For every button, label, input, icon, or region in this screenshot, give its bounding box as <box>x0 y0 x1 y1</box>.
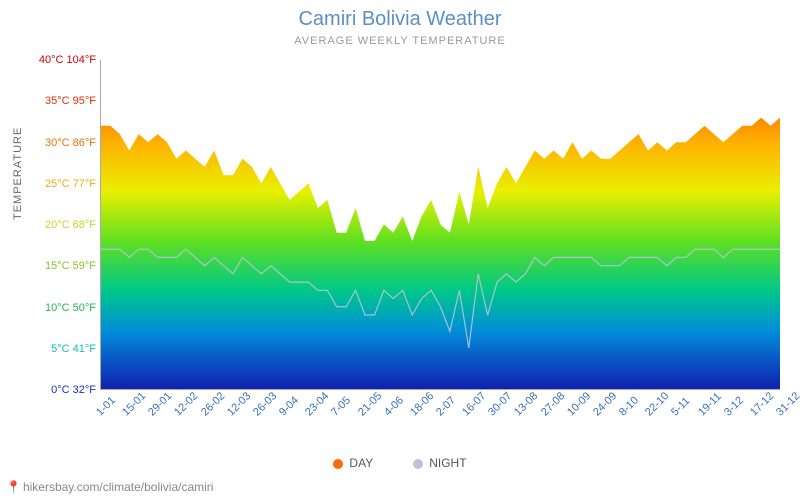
y-tick-label: 15°C 59°F <box>0 260 96 272</box>
x-tick-label: 26-02 <box>199 390 227 418</box>
legend-item: DAY <box>333 456 373 470</box>
x-tick-label: 4-06 <box>382 394 406 418</box>
x-tick-label: 19-11 <box>696 391 724 419</box>
x-tick-label: 26-03 <box>251 390 279 418</box>
chart-plot-area <box>100 60 780 390</box>
page-title: Camiri Bolivia Weather <box>0 0 800 31</box>
legend-label: DAY <box>349 456 373 470</box>
y-tick-label: 25°C 77°F <box>0 178 96 190</box>
x-tick-label: 22-10 <box>643 390 671 418</box>
y-tick-label: 5°C 41°F <box>0 343 96 355</box>
x-tick-label: 5-11 <box>669 395 692 418</box>
x-tick-label: 30-07 <box>486 390 514 418</box>
x-tick-label: 24-09 <box>591 390 619 418</box>
y-tick-label: 10°C 50°F <box>0 302 96 314</box>
x-tick-label: 2-07 <box>434 394 458 418</box>
x-tick-label: 18-06 <box>408 390 436 418</box>
x-tick-label: 27-08 <box>539 390 567 418</box>
y-tick-label: 40°C 104°F <box>0 54 96 66</box>
x-tick-label: 23-04 <box>303 390 331 418</box>
x-tick-label: 31-12 <box>774 390 800 418</box>
legend-item: NIGHT <box>413 456 466 470</box>
x-tick-label: 10-09 <box>565 390 593 418</box>
x-tick-label: 7-05 <box>329 394 353 418</box>
weather-chart-container: { "title": "Camiri Bolivia Weather", "su… <box>0 0 800 500</box>
x-tick-label: 17-12 <box>748 390 776 418</box>
y-tick-label: 20°C 68°F <box>0 219 96 231</box>
source-url-text: hikersbay.com/climate/bolivia/camiri <box>23 480 214 494</box>
x-tick-label: 15-01 <box>120 390 148 418</box>
x-tick-label: 12-03 <box>225 390 253 418</box>
x-tick-label: 3-12 <box>722 394 746 418</box>
pin-icon: 📍 <box>6 480 21 494</box>
x-tick-label: 8-10 <box>617 394 641 418</box>
y-tick-label: 35°C 95°F <box>0 95 96 107</box>
x-tick-label: 13-08 <box>512 390 540 418</box>
legend-label: NIGHT <box>429 456 466 470</box>
x-tick-label: 16-07 <box>460 390 488 418</box>
x-tick-label: 1-01 <box>94 394 118 418</box>
x-tick-label: 12-02 <box>172 390 200 418</box>
x-axis-ticks: 1-0115-0129-0112-0226-0212-0326-039-0423… <box>100 392 780 452</box>
x-tick-label: 29-01 <box>146 390 174 418</box>
source-attribution: 📍hikersbay.com/climate/bolivia/camiri <box>6 480 213 494</box>
chart-subtitle: AVERAGE WEEKLY TEMPERATURE <box>0 31 800 47</box>
legend-dot-icon <box>413 459 423 469</box>
x-tick-label: 21-05 <box>356 390 384 418</box>
temperature-area-chart <box>101 60 780 389</box>
legend-dot-icon <box>333 459 343 469</box>
y-tick-label: 0°C 32°F <box>0 384 96 396</box>
y-tick-label: 30°C 86°F <box>0 137 96 149</box>
x-tick-label: 9-04 <box>277 394 301 418</box>
y-axis-ticks: 0°C 32°F5°C 41°F10°C 50°F15°C 59°F20°C 6… <box>0 60 100 390</box>
chart-legend: DAY NIGHT <box>0 456 800 470</box>
